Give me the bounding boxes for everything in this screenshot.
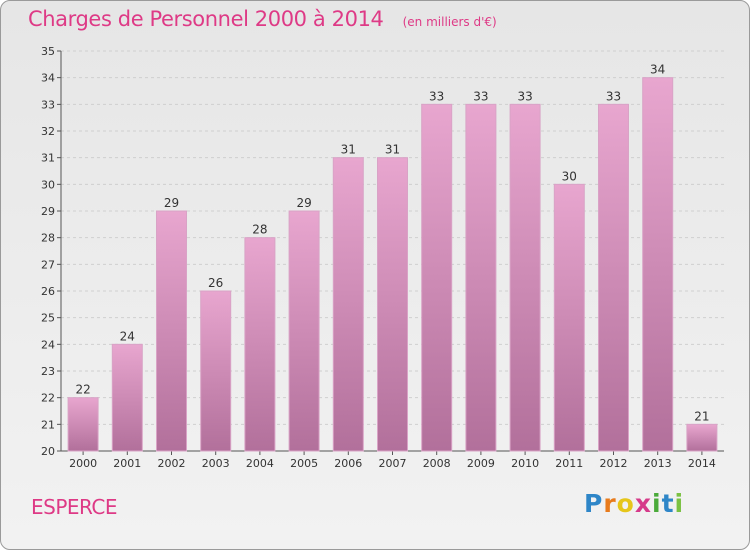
logo-letter: i [652, 489, 662, 518]
bar-2011 [553, 183, 585, 452]
x-tick-label: 2013 [644, 457, 672, 470]
x-tick-label: 2014 [688, 457, 716, 470]
x-tick-label: 2007 [379, 457, 407, 470]
value-label: 28 [252, 223, 267, 237]
bar-2007 [377, 157, 408, 452]
y-tick-label: 20 [41, 445, 55, 458]
value-label: 34 [650, 63, 665, 77]
bar-2010 [509, 103, 541, 452]
bar-2002 [156, 210, 187, 452]
logo-letter: t [661, 489, 675, 518]
chart-title: Charges de Personnel 2000 à 2014 [28, 7, 384, 31]
bar-2001 [111, 343, 143, 452]
x-tick-label: 2000 [69, 457, 97, 470]
y-tick-label: 21 [41, 418, 55, 431]
x-tick-label: 2001 [113, 457, 141, 470]
value-label: 21 [694, 409, 709, 423]
y-tick-label: 34 [41, 72, 55, 85]
logo-letter: o [616, 489, 635, 518]
bar-2004 [244, 237, 276, 452]
value-label: 33 [517, 89, 532, 103]
x-tick-label: 2005 [290, 457, 318, 470]
bar-2005 [288, 210, 320, 452]
value-label: 24 [120, 329, 135, 343]
y-tick-label: 33 [41, 98, 55, 111]
y-tick-label: 25 [41, 312, 55, 325]
value-label: 29 [164, 196, 179, 210]
y-tick-label: 28 [41, 232, 55, 245]
x-tick-label: 2006 [334, 457, 362, 470]
x-tick-label: 2002 [158, 457, 186, 470]
chart-title-row: Charges de Personnel 2000 à 2014 (en mil… [28, 7, 497, 31]
x-tick-label: 2003 [202, 457, 230, 470]
proxiti-logo: Proxiti [584, 489, 684, 518]
logo-letter: P [584, 489, 604, 518]
value-label: 26 [208, 276, 223, 290]
value-label: 33 [429, 89, 444, 103]
x-tick-label: 2011 [555, 457, 583, 470]
x-tick-label: 2004 [246, 457, 274, 470]
value-label: 31 [385, 143, 400, 157]
logo-letter: x [634, 489, 652, 518]
value-label: 33 [606, 89, 621, 103]
value-label: 31 [341, 143, 356, 157]
bar-2013 [642, 77, 674, 452]
value-label: 33 [473, 89, 488, 103]
bar-2008 [421, 103, 453, 452]
x-tick-label: 2012 [600, 457, 628, 470]
commune-name: ESPERCE [31, 495, 118, 519]
chart-subtitle: (en milliers d'€) [402, 15, 497, 29]
bars [67, 77, 718, 452]
value-label: 29 [296, 196, 311, 210]
y-tick-label: 29 [41, 205, 55, 218]
y-tick-label: 23 [41, 365, 55, 378]
value-label: 30 [562, 169, 577, 183]
x-tick-label: 2009 [467, 457, 495, 470]
logo-letter: i [674, 489, 685, 518]
bar-2012 [598, 103, 629, 452]
bar-2006 [332, 157, 364, 452]
bar-2000 [67, 397, 99, 452]
x-tick-label: 2010 [511, 457, 539, 470]
y-tick-label: 24 [41, 338, 55, 351]
bar-2009 [465, 103, 497, 452]
y-tick-label: 30 [41, 178, 55, 191]
y-tick-label: 32 [41, 125, 55, 138]
bar-2003 [200, 290, 232, 452]
logo-letter: r [603, 489, 617, 518]
y-tick-label: 27 [41, 258, 55, 271]
x-tick-label: 2008 [423, 457, 451, 470]
y-tick-label: 26 [41, 285, 55, 298]
bar-2014 [686, 423, 718, 452]
value-label: 22 [75, 383, 90, 397]
y-tick-label: 31 [41, 152, 55, 165]
y-tick-label: 35 [41, 45, 55, 58]
value-labels: 22 24 29 26 28 29 31 31 33 33 33 30 33 34 21 [75, 63, 709, 424]
y-tick-label: 22 [41, 392, 55, 405]
